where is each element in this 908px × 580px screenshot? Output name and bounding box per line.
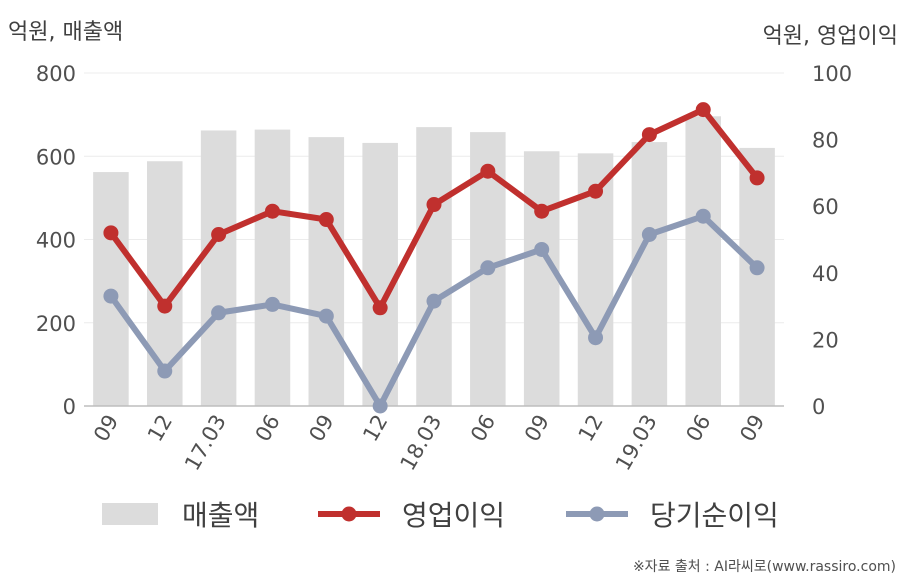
operating-profit-point [318,212,334,228]
operating-profit-point [588,183,604,199]
net-income-point [211,305,227,321]
net-income-point [318,308,334,324]
operating-profit-point [534,203,550,219]
x-axis-tick-label: 19.03 [611,411,662,475]
operating-profit-point [211,227,227,243]
sales-bar [200,130,237,406]
left-axis-tick-label: 400 [36,229,76,253]
net-income-point [641,227,657,243]
x-axis-tick-label: 12 [358,411,392,446]
source-note: ※자료 출처 : AI라씨로(www.rassiro.com) [632,559,896,575]
net-income-point [426,293,442,309]
sales-bar [362,142,398,406]
right-axis-tick-label: 100 [812,62,852,86]
x-axis-tick-label: 18.03 [395,411,446,475]
net-income-point [695,208,711,224]
x-axis-tick-label: 06 [466,411,500,446]
x-axis-tick-label: 09 [89,411,123,446]
net-income-point [588,330,604,346]
net-income-point [157,363,173,379]
sales-bar [523,151,560,406]
legend-operating-profit-marker [341,506,357,522]
net-income-point [103,288,119,304]
legend-net-income-marker [589,506,605,522]
sales-bar [685,116,721,406]
right-axis-tick-label: 0 [812,395,825,419]
legend-sales-label: 매출액 [182,499,259,532]
operating-profit-point [480,163,496,179]
right-axis-tick-label: 80 [812,129,839,153]
x-axis-tick-label: 17.03 [180,411,231,475]
x-axis-tick-label: 09 [735,411,769,446]
net-income-point [749,260,765,276]
sales-bar [416,127,452,407]
left-axis-tick-label: 200 [36,312,76,336]
right-axis-tick-label: 20 [812,328,839,352]
x-axis-tick-label: 06 [251,411,285,446]
operating-profit-point [264,203,280,219]
legend-net-income-label: 당기순이익 [650,499,779,532]
operating-profit-point [695,102,711,118]
legend-sales-swatch [102,503,158,525]
left-axis-unit-label: 억원, 매출액 [8,20,124,45]
right-axis-tick-label: 40 [812,262,839,286]
x-axis-tick-label: 12 [574,411,608,446]
operating-profit-point [103,225,119,241]
operating-profit-point [372,300,388,316]
left-axis-tick-label: 800 [36,62,76,86]
legend-operating-profit-label: 영업이익 [402,499,505,532]
x-axis-tick-label: 09 [520,411,554,446]
left-axis-tick-label: 600 [36,145,76,169]
net-income-point [264,296,280,312]
operating-profit-point [749,170,765,186]
left-axis-tick-label: 0 [63,395,76,419]
operating-profit-point [641,127,657,143]
x-axis-tick-label: 12 [143,411,177,446]
net-income-point [372,398,388,414]
net-income-point [480,260,496,276]
sales-bar [631,142,668,406]
sales-bar [308,137,345,407]
operating-profit-point [157,298,173,314]
sales-bar [254,129,291,407]
x-axis-tick-label: 06 [681,411,715,446]
x-axis-tick-label: 09 [304,411,338,446]
operating-profit-point [426,197,442,213]
right-axis-tick-label: 60 [812,195,839,219]
right-axis-unit-label: 억원, 영업이익 [762,24,898,49]
net-income-point [534,241,550,257]
sales-bar [739,147,775,407]
